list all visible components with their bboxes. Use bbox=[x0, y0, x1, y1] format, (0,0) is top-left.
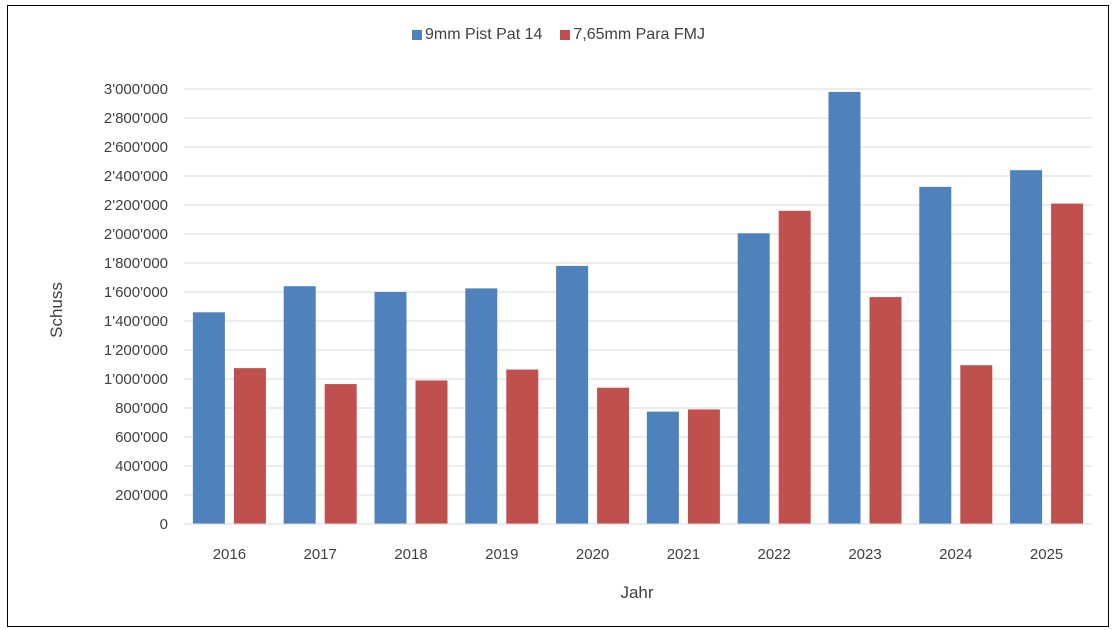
y-tick-label: 3'000'000 bbox=[104, 81, 168, 98]
bars bbox=[192, 91, 1084, 525]
x-tick-label: 2025 bbox=[1030, 546, 1063, 563]
y-tick-label: 2'800'000 bbox=[104, 110, 168, 127]
bar-series-1-2024 bbox=[919, 186, 952, 524]
legend-label-series-1: 9mm Pist Pat 14 bbox=[425, 26, 543, 43]
axes: 0 200'000 400'000 600'000 800'000 1'000'000 1'… bbox=[104, 81, 1092, 563]
y-tick-label: 2'000'000 bbox=[104, 226, 168, 243]
legend-label-series-2: 7,65mm Para FMJ bbox=[573, 26, 705, 43]
y-tick-label: 1'000'000 bbox=[104, 371, 168, 388]
x-axis-title: Jahr bbox=[620, 583, 653, 602]
y-tick-label: 800'000 bbox=[115, 400, 168, 417]
legend-swatch-series-2 bbox=[560, 30, 571, 40]
bar-series-1-2020 bbox=[556, 265, 589, 524]
bar-series-1-2019 bbox=[465, 288, 498, 524]
bar-series-2-2025 bbox=[1051, 203, 1084, 525]
bar-series-1-2023 bbox=[828, 91, 861, 525]
y-tick-label: 2'400'000 bbox=[104, 168, 168, 185]
bar-series-2-2021 bbox=[687, 409, 720, 524]
bar-series-2-2022 bbox=[778, 210, 811, 525]
legend-item-series-1: 9mm Pist Pat 14 bbox=[412, 26, 542, 44]
bar-series-2-2023 bbox=[869, 297, 902, 524]
bar-series-1-2025 bbox=[1010, 170, 1043, 524]
legend-item-series-2: 7,65mm Para FMJ bbox=[560, 26, 705, 44]
x-tick-label: 2024 bbox=[939, 546, 972, 563]
y-tick-label: 0 bbox=[160, 516, 168, 533]
gridlines bbox=[184, 88, 1092, 496]
x-tick-label: 2016 bbox=[213, 546, 246, 563]
x-tick-label: 2022 bbox=[758, 546, 791, 563]
y-tick-label: 1'800'000 bbox=[104, 255, 168, 272]
legend: 9mm Pist Pat 14 7,65mm Para FMJ bbox=[0, 26, 1117, 44]
y-tick-label: 2'600'000 bbox=[104, 139, 168, 156]
x-tick-label: 2023 bbox=[848, 546, 881, 563]
bar-series-1-2021 bbox=[646, 411, 679, 524]
y-tick-label: 1'600'000 bbox=[104, 284, 168, 301]
y-tick-label: 1'200'000 bbox=[104, 342, 168, 359]
bar-series-1-2016 bbox=[192, 312, 225, 524]
y-tick-label: 200'000 bbox=[115, 487, 168, 504]
x-tick-label: 2020 bbox=[576, 546, 609, 563]
y-tick-label: 600'000 bbox=[115, 429, 168, 446]
bar-series-2-2018 bbox=[415, 380, 448, 524]
bar-series-2-2017 bbox=[324, 384, 357, 524]
bar-series-2-2016 bbox=[233, 368, 266, 524]
bar-series-2-2024 bbox=[960, 365, 993, 524]
bar-series-1-2017 bbox=[283, 286, 316, 524]
x-tick-label: 2019 bbox=[485, 546, 518, 563]
bar-series-2-2020 bbox=[597, 387, 630, 524]
bar-series-1-2022 bbox=[737, 233, 770, 524]
y-tick-label: 400'000 bbox=[115, 458, 168, 475]
x-tick-label: 2021 bbox=[667, 546, 700, 563]
bar-series-1-2018 bbox=[374, 292, 407, 524]
x-tick-label: 2017 bbox=[304, 546, 337, 563]
y-tick-label: 2'200'000 bbox=[104, 197, 168, 214]
x-tick-label: 2018 bbox=[394, 546, 427, 563]
y-axis-title: Schuss bbox=[47, 282, 66, 338]
bar-series-2-2019 bbox=[506, 369, 539, 524]
legend-swatch-series-1 bbox=[412, 30, 423, 40]
y-tick-label: 1'400'000 bbox=[104, 313, 168, 330]
